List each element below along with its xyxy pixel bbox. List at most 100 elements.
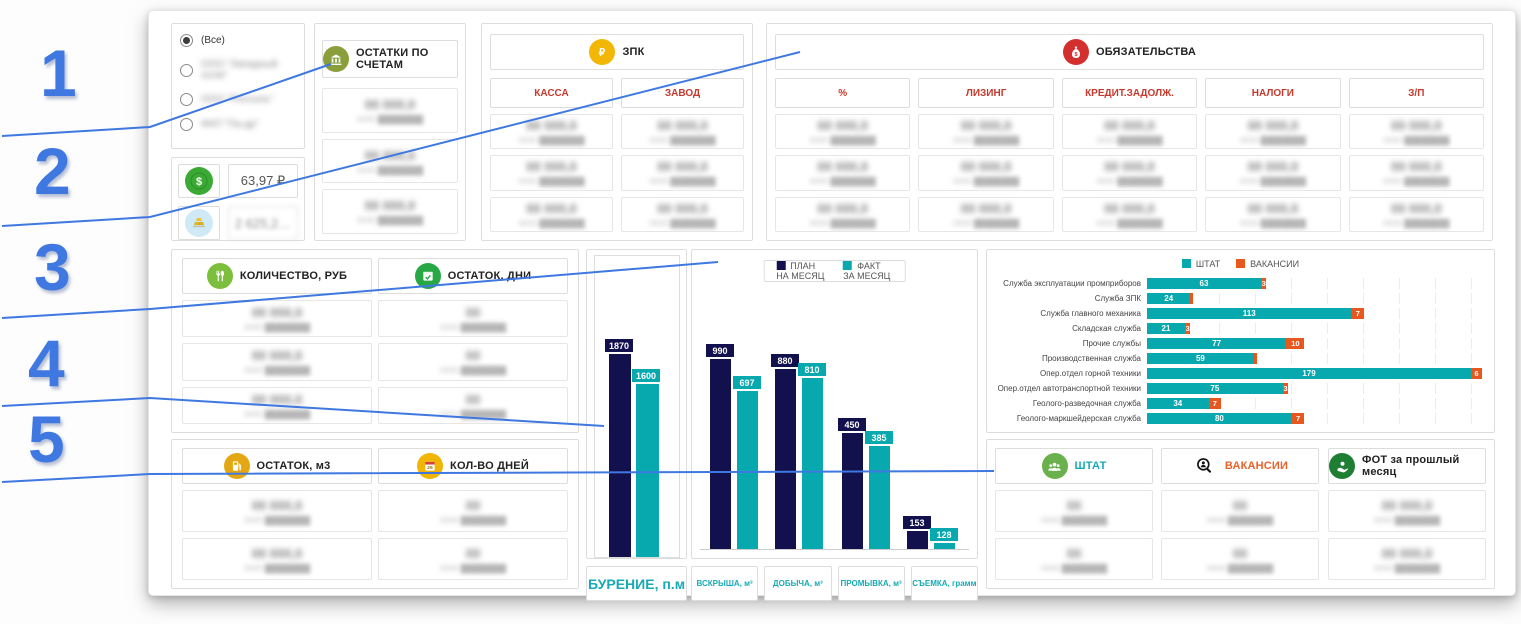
drilling-chart: 1870 1600	[586, 249, 687, 559]
accounts-section: ОСТАТКИ ПО СЧЕТАМ 88 888,8 ООО ████████ 88…	[314, 23, 466, 241]
redacted-text: ООО ████████	[1373, 563, 1441, 573]
value-card-redacted: 88 888,8 ООО ████████	[918, 196, 1054, 232]
redacted-text: ООО ████████	[243, 563, 311, 573]
redacted-text: 88 888,8	[817, 159, 868, 175]
fot-title: ФОТ за прошлый месяц	[1362, 454, 1460, 478]
filter-option-0[interactable]: (Все)	[180, 34, 296, 47]
bar-value-label: 880	[771, 354, 799, 367]
bar-value-label: 810	[798, 363, 826, 376]
redacted-text: 88	[465, 348, 481, 364]
bar-value-label: 153	[903, 516, 931, 529]
radio-icon[interactable]	[180, 34, 193, 47]
column-header: КАССА	[490, 78, 613, 108]
usd-rate-value: 63,97 ₽	[228, 164, 298, 198]
staff-row: Геолого-разведочная служба 34 7	[995, 396, 1482, 411]
radio-icon[interactable]	[180, 93, 193, 106]
column-header: ЗАВОД	[621, 78, 744, 108]
cutlery-icon	[206, 263, 233, 289]
filter-option-2[interactable]: ООО "Россыпь"	[180, 93, 296, 106]
bar-fact-0	[737, 391, 758, 549]
redacted-text: 88 888,8	[817, 118, 868, 134]
redacted-text: ООО ████████	[1383, 136, 1450, 146]
bar-plan-2	[842, 433, 863, 549]
bar-value-label: 697	[733, 376, 761, 389]
plan-fact-chart: ПЛАН НА МЕСЯЦ ФАКТ ЗА МЕСЯЦ 990 697 880 810 4…	[691, 249, 978, 559]
filter-option-label: ФКП "Па-др"	[201, 119, 259, 130]
radio-icon[interactable]	[180, 63, 193, 77]
svg-text:$: $	[1074, 52, 1077, 58]
staff-bar: 59	[1147, 353, 1254, 364]
value-card-redacted: 88 888,8 ООО ████████	[1205, 114, 1341, 150]
moneybag-icon: $	[1062, 39, 1089, 65]
value-card-redacted: 88 888,8 ООО ████████	[621, 114, 744, 150]
value-card-redacted: 88 888,8 ООО ████████	[775, 114, 911, 150]
redacted-text: ООО ████████	[952, 177, 1020, 187]
radio-icon[interactable]	[180, 118, 193, 131]
vacancy-bar	[1190, 293, 1194, 304]
value-card-redacted: 88 888,8 ООО ████████	[1348, 155, 1484, 191]
redacted-text: ООО ████████	[809, 136, 876, 146]
plan-fact-legend: ПЛАН НА МЕСЯЦ ФАКТ ЗА МЕСЯЦ	[763, 260, 906, 282]
staff-row-label: Служба ЗПК	[1094, 294, 1141, 303]
vacancy-bar: 3	[1185, 323, 1191, 334]
fuel_remain-header: ОСТАТОК, м3	[182, 448, 372, 484]
redacted-text: ООО ████████	[439, 323, 507, 333]
value-card-redacted: 88 888,8 ООО ████████	[490, 196, 613, 232]
legend-item: ШТАТ	[1181, 259, 1220, 269]
value-card-redacted: 88 888,8 ООО ████████	[1348, 114, 1484, 150]
redacted-text: 88 888,8	[1104, 118, 1155, 134]
vacancy-bar: 7	[1291, 413, 1305, 424]
redacted-text: 88 888,8	[1247, 118, 1299, 134]
redacted-text: ООО ████████	[649, 136, 716, 146]
column-header: КРЕДИТ.ЗАДОЛЖ.	[1061, 78, 1198, 108]
bar-value-label: 990	[706, 344, 734, 357]
column-header: ЛИЗИНГ	[918, 78, 1054, 108]
redacted-text: 88 888,8	[364, 198, 416, 214]
value-card-redacted: 88 888,8 ООО ████████	[490, 114, 613, 150]
value-card-redacted: 88 888,8 ООО ████████	[1328, 490, 1486, 532]
vacancy-bar	[1253, 353, 1257, 364]
redacted-text: 88	[465, 391, 481, 407]
currency-panel: $ 63,97 ₽ 2 625,2…	[171, 157, 305, 241]
value-card-redacted: 88 ООО ████████	[1161, 490, 1319, 532]
gold-value: 2 625,2…	[228, 206, 298, 240]
filter-option-3[interactable]: ФКП "Па-др"	[180, 118, 296, 131]
staff-row: Опер.отдел автотранспортной техники 75 3	[995, 381, 1482, 396]
fot-header: ФОТ за прошлый месяц	[1328, 448, 1486, 484]
redacted-text: ООО ████████	[439, 409, 507, 419]
column-header: З/П	[1348, 78, 1484, 108]
redacted-text: 88 888,8	[1390, 118, 1442, 134]
legend-item: ПЛАН НА МЕСЯЦ	[776, 261, 825, 281]
obligations-title: ОБЯЗАТЕЛЬСТВА	[1095, 46, 1197, 58]
redacted-text: ООО ████████	[439, 563, 507, 573]
redacted-text: 88 888,8	[657, 200, 708, 216]
redacted-text: 88 888,8	[1104, 200, 1155, 216]
obligations-section: $ ОБЯЗАТЕЛЬСТВА % ЛИЗИНГ КРЕДИТ.ЗАДОЛЖ. НАЛ…	[766, 23, 1493, 241]
drilling-bar-fact	[636, 384, 659, 557]
bar-value-label: 385	[865, 431, 893, 444]
staff-bar: 21	[1147, 323, 1185, 334]
value-card-redacted: 88 888,8 ООО ████████	[1205, 196, 1341, 232]
staff-bar: 63	[1147, 278, 1262, 289]
redacted-text: ООО ████████	[649, 177, 716, 187]
vacancy-bar: 6	[1470, 368, 1482, 379]
drilling-chart-title: БУРЕНИЕ, п.м	[586, 566, 687, 601]
svg-text:$: $	[196, 176, 202, 188]
vacancy-bar: 3	[1282, 383, 1289, 394]
days_count-title: КОЛ-ВО ДНЕЙ	[450, 460, 529, 472]
redacted-text: ООО ████████	[1096, 177, 1163, 187]
redacted-text: 88 888,8	[251, 305, 303, 321]
redacted-text: 88 888,8	[960, 200, 1012, 216]
redacted-text: 88 888,8	[960, 159, 1012, 175]
bar-value-label: 450	[838, 418, 866, 431]
value-card-redacted: 88 ООО ████████	[378, 300, 568, 338]
redacted-text: 88	[1232, 545, 1248, 561]
staff-row: Опер.отдел горной техники 179 6	[995, 366, 1482, 381]
filter-option-1[interactable]: ООО "Западный холм"	[180, 59, 296, 81]
column-header: %	[775, 78, 911, 108]
filter-option-label: (Все)	[201, 35, 225, 46]
gold-bars-icon	[178, 206, 220, 240]
value-card-redacted: 88 888,8 ООО ████████	[490, 155, 613, 191]
value-card-redacted: 88 888,8 ООО ████████	[1328, 538, 1486, 580]
value-card-redacted: 88 ООО ████████	[995, 490, 1153, 532]
